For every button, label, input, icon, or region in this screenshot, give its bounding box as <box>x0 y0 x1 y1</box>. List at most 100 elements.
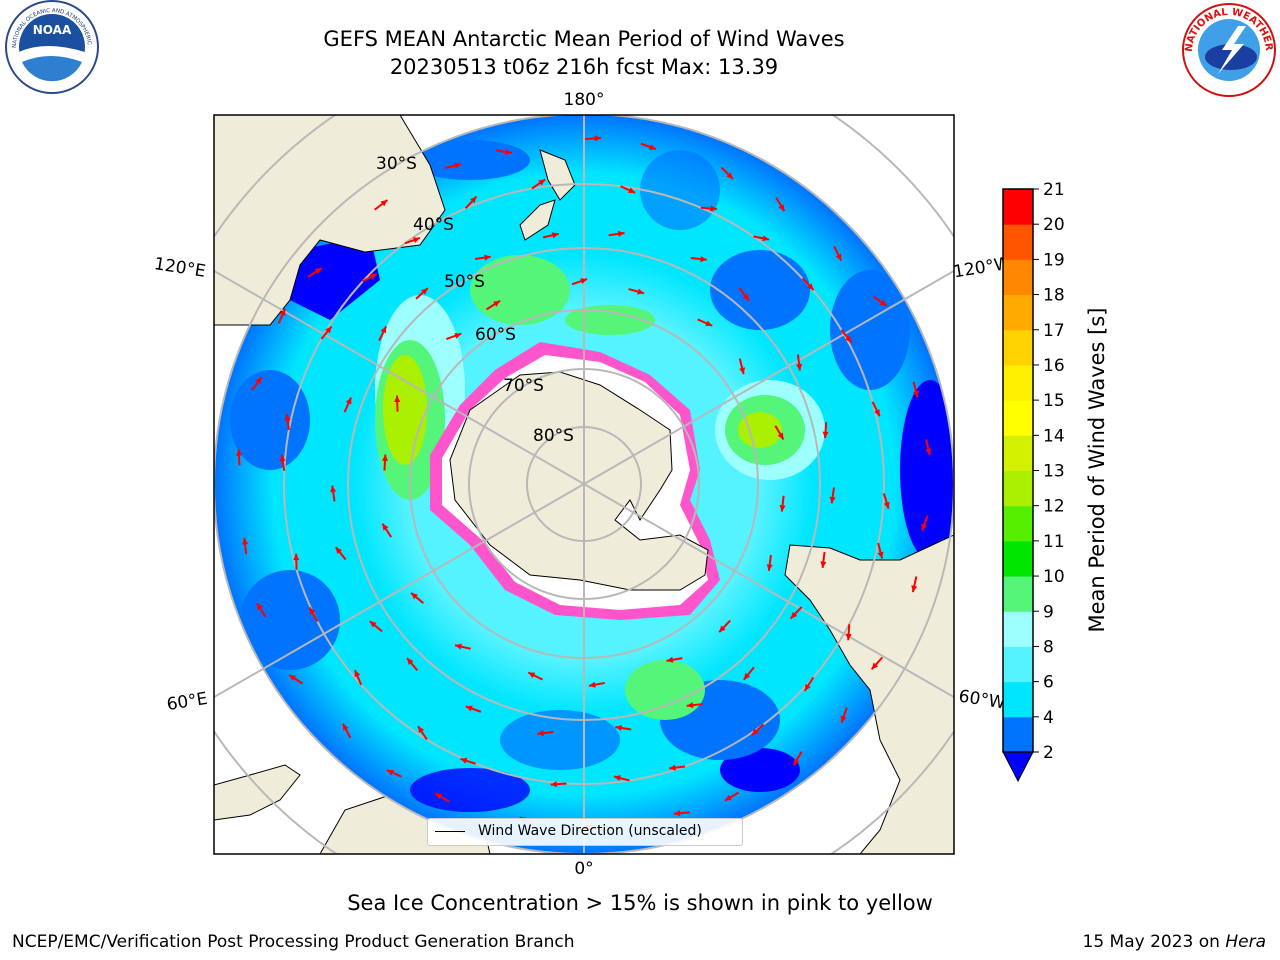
wind-wave-arrow-head <box>470 196 477 204</box>
wind-wave-arrow-head <box>369 621 377 628</box>
wind-wave-arrow-head <box>614 775 621 781</box>
colorbar-tick-label: 18 <box>1043 286 1065 306</box>
colorbar-tick-label: 2 <box>1043 743 1054 763</box>
wind-wave-arrows <box>235 135 932 830</box>
wind-wave-arrow-head <box>913 390 919 398</box>
wind-wave-arrow-head <box>580 278 588 284</box>
wind-wave-arrow-head <box>874 409 880 417</box>
wind-wave-arrow-head <box>538 179 546 186</box>
colorbar-tick-label: 12 <box>1043 497 1065 517</box>
lat-label-40s: 40°S <box>413 215 454 235</box>
sea-ice-note: Sea Ice Concentration > 15% is shown in … <box>347 891 933 915</box>
colorbar-band <box>1003 505 1033 542</box>
colorbar-under-triangle <box>1002 751 1034 783</box>
colorbar-band <box>1003 646 1033 683</box>
lat-label-80s: 80°S <box>533 426 574 446</box>
wind-wave-arrow-head <box>505 148 512 155</box>
colorbar-tick-label: 16 <box>1043 356 1065 376</box>
wind-wave-arrow-head <box>342 723 349 731</box>
wind-wave-arrow-head <box>289 674 296 681</box>
lat-label-60s: 60°S <box>475 325 516 345</box>
lat-label-50s: 50°S <box>444 272 485 292</box>
wind-wave-arrow-head <box>394 395 401 403</box>
colorbar-tick-label: 14 <box>1043 426 1065 446</box>
wind-wave-arrow-head <box>537 730 544 737</box>
wind-wave-arrow-head <box>293 553 300 561</box>
legend-label: Wind Wave Direction (unscaled) <box>478 823 702 839</box>
credit-text: NCEP/EMC/Verification Post Processing Pr… <box>12 932 575 952</box>
noaa-logo-text: NOAA <box>33 23 72 37</box>
wind-wave-arrow-head <box>615 724 623 732</box>
graticule <box>214 115 954 854</box>
wind-wave-arrow-head <box>779 505 786 512</box>
wind-wave-arrow-head <box>673 810 681 817</box>
map-legend: Wind Wave Direction (unscaled) <box>427 818 743 846</box>
wind-wave-arrow-head <box>454 332 462 339</box>
colorbar-band <box>1003 470 1033 507</box>
wind-wave-arrow-head <box>380 200 388 207</box>
wind-wave-arrow-head <box>588 681 596 688</box>
wind-wave-arrow-head <box>465 705 473 712</box>
wind-wave-arrow-head <box>871 662 879 670</box>
colorbar-tick-label: 8 <box>1043 637 1054 657</box>
wind-wave-arrow-head <box>840 715 847 723</box>
wind-wave-arrow-head <box>710 205 717 212</box>
wind-wave-arrow-head <box>766 564 773 571</box>
run-date: 15 May 2023 on Hera <box>1083 932 1267 952</box>
colorbar-label: Mean Period of Wind Waves [s] <box>1085 307 1109 633</box>
wind-wave-arrow-head <box>235 449 243 456</box>
wind-wave-arrow-head <box>807 283 814 291</box>
colorbar-tick-label: 20 <box>1043 215 1065 235</box>
wind-wave-arrow-head <box>925 448 932 456</box>
wind-wave-arrow-head <box>435 793 443 800</box>
wind-wave-arrow-head <box>407 658 414 665</box>
wind-wave-arrow-head <box>835 253 842 261</box>
wind-wave-arrow-head <box>911 585 918 593</box>
colorbar-tick-label: 13 <box>1043 462 1065 482</box>
wind-wave-arrow-head <box>411 592 418 600</box>
wind-wave-arrow-head <box>382 523 389 531</box>
wind-wave-arrow-head <box>883 501 890 509</box>
colorbar-tick-label: 9 <box>1043 602 1054 622</box>
colorbar-band <box>1003 435 1033 471</box>
wind-wave-arrow-head <box>309 607 316 615</box>
wind-wave-arrow-head <box>796 363 803 371</box>
wind-wave-arrow-head <box>255 377 262 385</box>
wind-wave-arrow-head <box>669 764 676 771</box>
colorbar-band <box>1003 681 1033 718</box>
lon-label-0: 0° <box>574 859 593 879</box>
wind-wave-arrow-head <box>628 187 636 193</box>
wind-wave-arrow-head <box>686 702 694 709</box>
wind-wave-arrow-head <box>804 683 811 691</box>
colorbar-tick-label: 19 <box>1043 250 1065 270</box>
wind-wave-arrow-head <box>380 326 387 334</box>
wind-wave-arrow-head <box>335 547 343 554</box>
colorbar-band <box>1003 400 1033 436</box>
wind-wave-arrow-head <box>314 268 322 275</box>
lon-label-180: 180° <box>564 90 605 110</box>
wind-wave-arrow-head <box>528 672 536 679</box>
wind-wave-arrow-head <box>666 656 674 663</box>
colorbar-tick-label: 10 <box>1043 567 1065 587</box>
lon-label-120e: 120°E <box>153 254 207 282</box>
legend-line-swatch <box>435 831 465 832</box>
figure-title: GEFS MEAN Antarctic Mean Period of Wind … <box>323 27 845 51</box>
colorbar-band <box>1003 259 1033 296</box>
colorbar-band <box>1003 294 1033 331</box>
wind-wave-arrow-head <box>822 431 829 439</box>
colorbar-tick-label: 15 <box>1043 391 1065 411</box>
wind-wave-arrow-head <box>790 611 798 619</box>
wind-wave-arrow-head <box>742 293 750 301</box>
run-machine: Hera <box>1225 932 1266 952</box>
wind-wave-arrow-head <box>649 144 657 150</box>
colorbar-ticks: 2 4 6 8 9 10 11 12 13 14 15 16 17 18 19 20 21 <box>1033 180 1065 763</box>
wind-wave-arrow-head <box>877 551 884 559</box>
wind-wave-arrow-head <box>879 299 887 306</box>
wind-wave-arrow-head <box>921 523 928 531</box>
wind-wave-arrow-head <box>325 326 332 334</box>
wind-wave-arrow-head <box>724 794 732 801</box>
wind-wave-arrow-head <box>345 397 352 405</box>
wind-wave-arrow-head <box>617 230 625 237</box>
wind-wave-arrow-head <box>421 288 428 295</box>
wind-wave-arrow-head <box>845 633 852 641</box>
